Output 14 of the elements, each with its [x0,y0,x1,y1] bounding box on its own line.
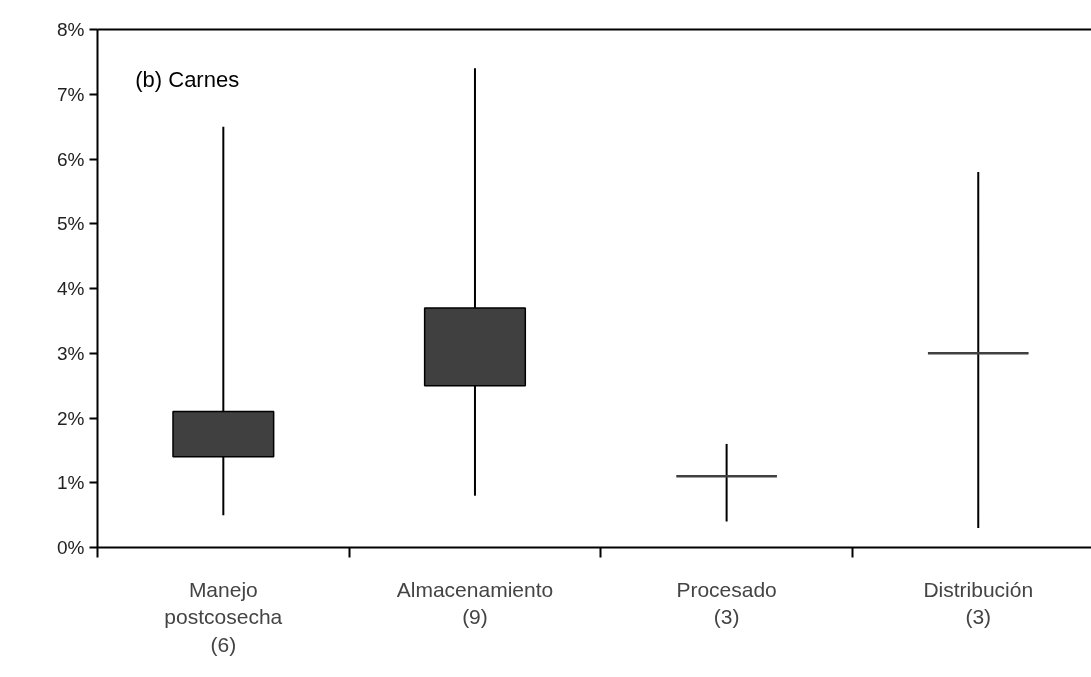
x-tick-label: Manejo postcosecha (6) [164,577,283,656]
y-tick-label: 4% [57,278,85,299]
x-tick-label: Distribución (3) [923,577,1034,629]
y-tick-label: 8% [57,19,85,40]
y-tick-label: 7% [57,83,85,105]
annotation: (b) Carnes [135,66,240,92]
y-tick-label: 1% [57,472,85,494]
y-tick-label: 2% [57,407,85,429]
y-tick-label: 6% [57,148,85,170]
y-tick-label: 5% [57,213,85,235]
x-tick-label: Procesado (3) [676,577,777,629]
y-tick-label: 3% [57,342,85,364]
y-tick-label: 0% [57,537,85,558]
x-tick-label: Almacenamiento (9) [396,577,554,629]
